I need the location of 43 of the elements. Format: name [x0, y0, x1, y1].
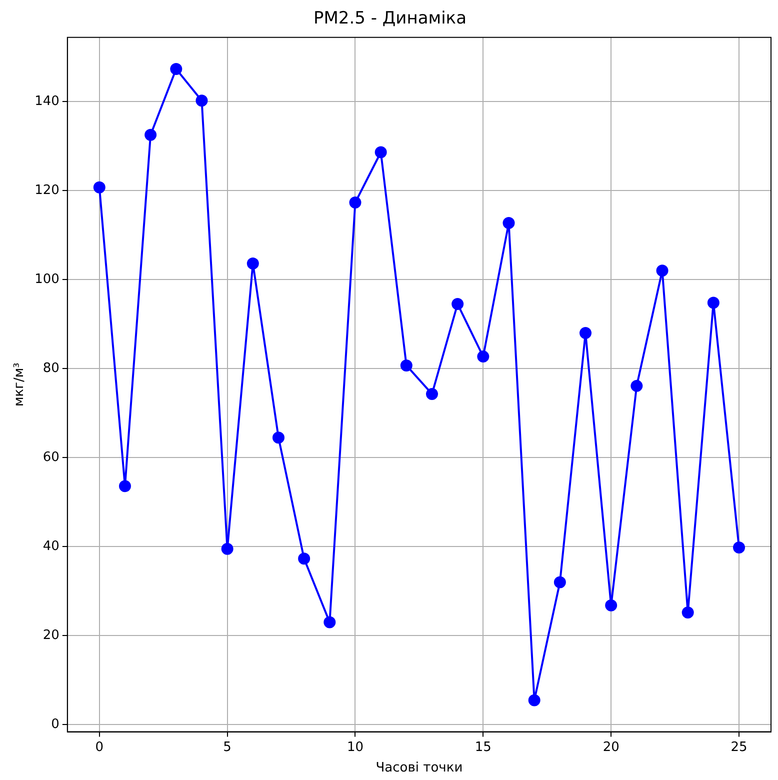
point — [502, 217, 515, 230]
point — [400, 359, 412, 372]
y-tick-label: 140 — [34, 94, 60, 109]
point — [93, 181, 106, 194]
point — [580, 326, 592, 339]
point — [707, 296, 720, 309]
point — [196, 94, 208, 107]
point — [298, 552, 310, 565]
x-tick-label: 25 — [730, 740, 748, 755]
x-axis-title: Часові точки — [376, 760, 463, 776]
x-tick-label: 15 — [474, 740, 492, 755]
point — [272, 432, 284, 444]
point — [324, 616, 336, 628]
point — [630, 380, 643, 392]
x-tick-label: 10 — [346, 740, 364, 755]
point — [144, 128, 157, 141]
point — [477, 350, 490, 363]
chart-title: PM2.5 - Динаміка — [314, 8, 466, 29]
y-tick-label: 0 — [51, 717, 60, 732]
point — [118, 480, 131, 492]
point — [374, 146, 387, 158]
y-tick-label: 60 — [42, 450, 60, 465]
x-tick-label: 5 — [223, 740, 232, 755]
y-tick-label: 20 — [42, 628, 60, 644]
point — [682, 606, 694, 619]
y-tick-label: 40 — [42, 539, 60, 554]
point — [733, 542, 746, 554]
point — [170, 63, 182, 76]
y-axis-title: мкг/м³ — [12, 362, 28, 407]
point — [528, 694, 540, 706]
point — [349, 196, 362, 209]
point — [554, 576, 566, 588]
y-tick-label: 120 — [34, 182, 60, 198]
point — [246, 258, 259, 270]
y-tick-label: 80 — [42, 360, 60, 376]
point — [452, 298, 464, 310]
point — [221, 542, 234, 555]
point — [426, 388, 438, 400]
point — [656, 264, 668, 277]
point — [605, 599, 618, 612]
y-tick-label: 100 — [34, 272, 60, 287]
x-tick-label: 20 — [602, 740, 620, 755]
x-tick-label: 0 — [95, 740, 104, 755]
